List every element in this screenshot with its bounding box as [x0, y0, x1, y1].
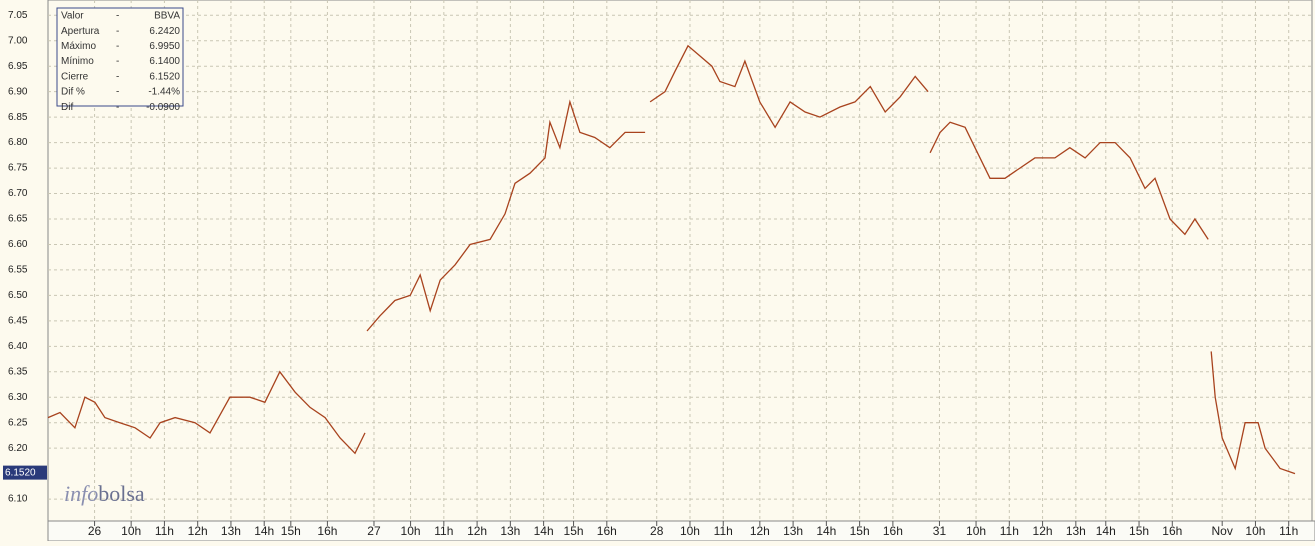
x-tick-label: 15h	[281, 524, 301, 538]
info-value: -0.0900	[146, 102, 180, 113]
x-tick-label: 13h	[1066, 524, 1086, 538]
info-key: Dif %	[61, 87, 85, 98]
x-tick-label: 15h	[564, 524, 584, 538]
x-tick-label: 16h	[1162, 524, 1182, 538]
x-tick-label: 10h	[121, 524, 141, 538]
y-tick-label: 6.60	[8, 239, 28, 250]
last-value-label: 6.1520	[5, 467, 36, 478]
info-box	[56, 7, 184, 107]
plot-area	[47, 0, 1313, 522]
watermark: infobolsa	[64, 481, 145, 506]
y-tick-label: 6.65	[8, 214, 28, 225]
info-value: 6.1520	[149, 71, 180, 82]
info-value: 6.1400	[149, 56, 180, 67]
info-sep: -	[116, 26, 119, 37]
x-tick-label: 11h	[714, 524, 733, 538]
x-tick-label: 11h	[1279, 524, 1298, 538]
y-tick-label: 6.55	[8, 265, 28, 276]
y-tick-label: 6.10	[8, 494, 28, 505]
x-tick-label: 13h	[221, 524, 241, 538]
y-tick-label: 6.45	[8, 315, 28, 326]
info-key: Apertura	[61, 26, 100, 37]
x-tick-label: 16h	[883, 524, 903, 538]
y-tick-label: 6.95	[8, 61, 28, 72]
info-sep: -	[116, 56, 119, 67]
x-tick-label: 15h	[1129, 524, 1149, 538]
x-tick-label: 31	[933, 524, 947, 538]
x-tick-label: 11h	[155, 524, 174, 538]
grid	[48, 0, 1312, 521]
info-sep: -	[116, 71, 119, 82]
y-tick-label: 6.50	[8, 290, 28, 301]
x-tick-label: Nov	[1212, 524, 1233, 538]
y-tick-label: 6.25	[8, 417, 28, 428]
watermark-info: info	[64, 481, 98, 506]
info-value: BBVA	[154, 11, 180, 22]
info-rows: Valor - BBVA Apertura - 6.2420 Máximo - 6.9950 Mí…	[61, 11, 180, 113]
info-sep: -	[116, 87, 119, 98]
y-tick-label: 6.30	[8, 392, 28, 403]
info-value: 6.9950	[149, 41, 180, 52]
x-tick-label: 14h	[254, 524, 274, 538]
info-value: 6.2420	[149, 26, 180, 37]
x-tick-label: 14h	[816, 524, 836, 538]
x-tick-label: 12h	[467, 524, 487, 538]
x-tick-label: 10h	[401, 524, 421, 538]
x-tick-label: 26	[88, 524, 102, 538]
y-tick-label: 6.20	[8, 443, 28, 454]
x-tick-label: 13h	[500, 524, 520, 538]
y-tick-label: 6.90	[8, 86, 28, 97]
x-tick-label: 28	[650, 524, 664, 538]
series	[47, 44, 1296, 475]
x-tick-label: 15h	[850, 524, 870, 538]
x-tick-label: 11h	[434, 524, 453, 538]
x-tick-label: 27	[367, 524, 381, 538]
x-tick-label: 12h	[750, 524, 770, 538]
x-tick-label: 14h	[534, 524, 554, 538]
y-tick-label: 6.85	[8, 112, 28, 123]
y-tick-label: 6.80	[8, 137, 28, 148]
y-tick-label: 7.05	[8, 10, 28, 21]
watermark-bolsa: bolsa	[98, 481, 145, 506]
x-tick-label: 12h	[1033, 524, 1053, 538]
y-tick-label: 7.00	[8, 35, 28, 46]
x-tick-label: 12h	[188, 524, 208, 538]
info-sep: -	[116, 11, 119, 22]
info-key: Valor	[61, 11, 84, 22]
axes: 7.05 7.00 6.95 6.90 6.85 6.80 6.75 6.70 6.65 6.60…	[3, 10, 1298, 538]
y-tick-label: 6.75	[8, 163, 28, 174]
info-value: -1.44%	[148, 87, 180, 98]
last-value-box	[3, 465, 47, 480]
info-key: Cierre	[61, 71, 89, 82]
x-tick-label: 10h	[680, 524, 700, 538]
price-line	[47, 44, 1296, 475]
y-tick-label: 6.40	[8, 341, 28, 352]
x-tick-label: 10h	[1245, 524, 1265, 538]
info-key: Dif	[61, 102, 73, 113]
x-tick-label: 13h	[783, 524, 803, 538]
y-tick-label: 6.70	[8, 188, 28, 199]
info-sep: -	[116, 41, 119, 52]
info-sep: -	[116, 102, 119, 113]
y-tick-label: 6.35	[8, 366, 28, 377]
x-tick-label: 10h	[966, 524, 986, 538]
info-key: Máximo	[61, 41, 96, 52]
x-tick-label: 11h	[1000, 524, 1019, 538]
info-key: Mínimo	[61, 56, 94, 67]
x-tick-label: 14h	[1096, 524, 1116, 538]
x-tick-label: 16h	[317, 524, 337, 538]
x-tick-label: 16h	[597, 524, 617, 538]
